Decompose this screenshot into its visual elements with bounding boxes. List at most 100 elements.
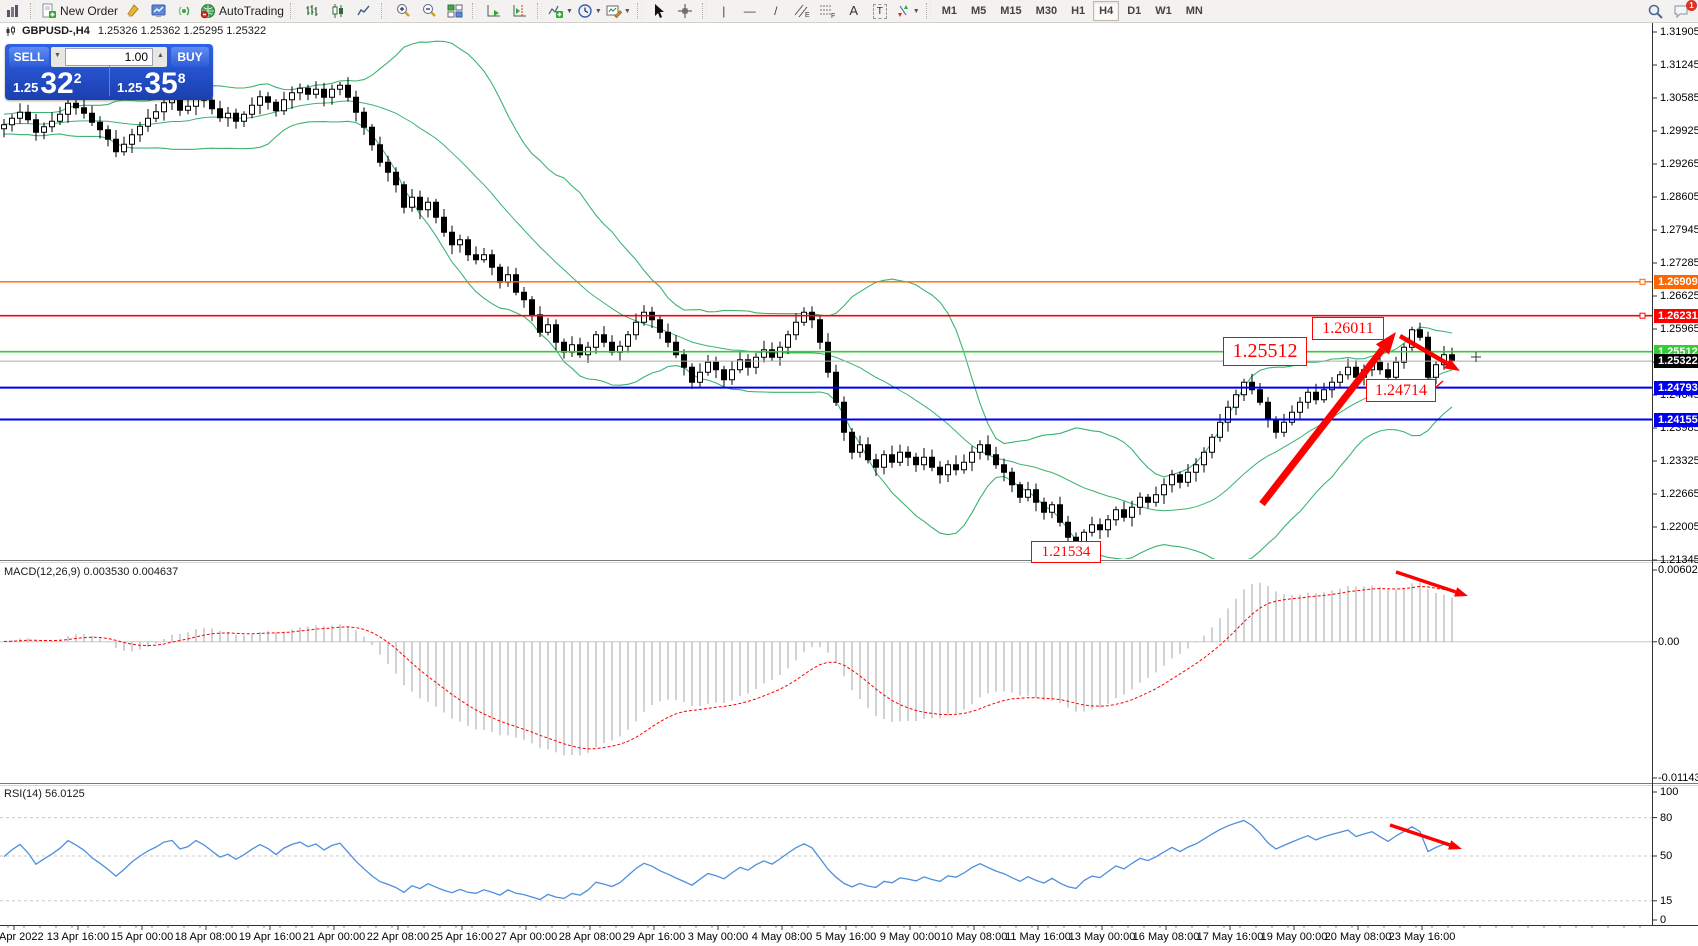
tile-windows-icon [447,4,463,18]
periods-button[interactable]: ▼ [575,1,604,21]
auto-scroll-button[interactable] [481,1,507,21]
time-axis-label: 13 May 00:00 [1068,931,1136,943]
indicators-button[interactable]: ▼ [546,1,575,21]
buy-price[interactable]: 1.25 35 8 [117,68,186,99]
timeframe-M5[interactable]: M5 [970,5,987,17]
vertical-line-icon: | [722,4,726,18]
price-annotation[interactable]: 1.21534 [1031,541,1101,563]
notifications-button[interactable]: 1 [1668,0,1697,21]
tile-windows-button[interactable] [442,1,468,21]
cursor-tool-button[interactable] [646,1,672,21]
candlestick-chart-icon [332,4,343,18]
timeframe-W1[interactable]: W1 [1155,5,1172,17]
time-axis-label: 11 May 16:00 [1005,931,1071,943]
rsi-axis-tick: 80 [1660,811,1673,824]
autotrading-button[interactable]: AutoTrading [198,1,286,21]
trend-arrow-1 [1398,334,1449,366]
price-tick: 1.27945 [1660,224,1698,236]
time-axis-label: 10 May 08:00 [940,931,1008,943]
notification-badge: 1 [1686,0,1697,11]
zoom-out-button[interactable] [416,1,442,21]
signals-button[interactable] [172,1,198,21]
chart-shift-button[interactable] [507,1,533,21]
timeframe-group: M1 M5 M15 M30 H1 H4 D1 W1 MN [935,1,1210,21]
toolbar-separator [471,3,477,19]
one-click-trading-panel: SELL ▼ 1.00 ▲ BUY 1.25 32 2 1.25 35 8 [5,44,213,100]
arrows-shapes-icon [897,5,908,17]
timeframe-H4[interactable]: H4 [1093,1,1120,21]
crosshair-tool-button[interactable] [672,1,698,21]
channel-icon: E [794,4,810,19]
line-chart-button[interactable] [351,1,377,21]
price-annotation[interactable]: 1.24714 [1366,379,1436,402]
candlestick-chart-button[interactable] [325,1,351,21]
time-axis-label: 4 May 08:00 [751,931,813,943]
templates-button[interactable]: ▼ [604,1,633,21]
level-price-label: 1.24155 [1654,412,1698,427]
timeframe-M30[interactable]: M30 [1035,5,1058,17]
timeframe-H1[interactable]: H1 [1071,5,1086,17]
search-button[interactable] [1642,1,1668,21]
price-tick: 1.31245 [1660,59,1698,71]
timeframe-D1[interactable]: D1 [1127,5,1142,17]
oneclick-divider [109,66,110,96]
time-axis-label: 21 Apr 00:00 [302,931,366,943]
bar-chart-button[interactable] [299,1,325,21]
text-label-tool[interactable]: T [867,1,893,21]
volume-increase-button[interactable]: ▲ [157,52,164,59]
timeframe-MN[interactable]: MN [1185,5,1203,17]
new-order-button[interactable]: New Order [39,1,120,21]
charts-list-button[interactable] [0,1,26,21]
price-annotation[interactable]: 1.25512 [1223,337,1307,366]
market-watch-button[interactable] [146,1,172,21]
time-axis-label: 25 Apr 16:00 [430,931,494,943]
rsi-pane[interactable] [0,817,1652,902]
volume-control: ▼ 1.00 ▲ [51,47,167,67]
toolbar-separator [380,3,386,19]
timeframe-M1[interactable]: M1 [941,5,957,17]
rsi-axis-tick: 50 [1660,850,1673,862]
level-price-label: 1.26231 [1654,308,1698,323]
time-axis-label: 13 Apr 16:00 [46,931,110,943]
vertical-line-tool[interactable]: | [711,1,737,21]
highlight-symbol-button[interactable] [120,1,146,21]
arrows-tool[interactable]: ▼ [893,1,922,21]
timeframe-M15[interactable]: M15 [1000,5,1022,17]
signal-icon [178,6,190,16]
text-tool[interactable]: A [841,1,867,21]
new-order-icon [42,3,56,18]
time-axis-label: 28 Apr 08:00 [558,931,622,943]
macd-pane[interactable] [0,581,1652,756]
horizontal-line-tool[interactable]: — [737,1,763,21]
volume-field[interactable]: 1.00 [65,48,153,66]
equidistant-channel-tool[interactable]: E [789,1,815,21]
sell-price[interactable]: 1.25 32 2 [13,68,81,99]
templates-icon [606,5,622,19]
buy-button[interactable]: BUY [171,47,209,67]
search-icon [1648,4,1663,19]
price-annotation[interactable]: 1.26011 [1312,317,1384,340]
buy-price-sup: 8 [177,70,186,86]
fibonacci-tool[interactable]: F [815,1,841,21]
charts-list-icon [7,5,18,17]
price-tick: 1.28605 [1660,191,1698,203]
zoom-in-button[interactable] [390,1,416,21]
toolbar-separator [636,3,642,19]
rsi-axis-tick: 0 [1660,914,1667,926]
price-tick: 1.22665 [1660,488,1698,500]
trendline-tool[interactable]: / [763,1,789,21]
trend-arrows[interactable] [1259,332,1468,850]
sell-button[interactable]: SELL [9,47,49,67]
level-price-label: 1.24793 [1654,380,1698,395]
indicators-icon [548,5,563,18]
time-axis-label: 9 May 00:00 [879,931,941,943]
autotrading-label: AutoTrading [219,4,284,18]
volume-decrease-button[interactable]: ▼ [54,52,61,59]
time-axis-label: 17 May 16:00 [1196,931,1264,943]
text-icon: A [849,3,859,18]
time-axis-label: 19 Apr 16:00 [238,931,302,943]
quote-ohlc: 1.25326 1.25362 1.25295 1.25322 [97,25,267,37]
trend-arrow-3 [1389,823,1451,847]
